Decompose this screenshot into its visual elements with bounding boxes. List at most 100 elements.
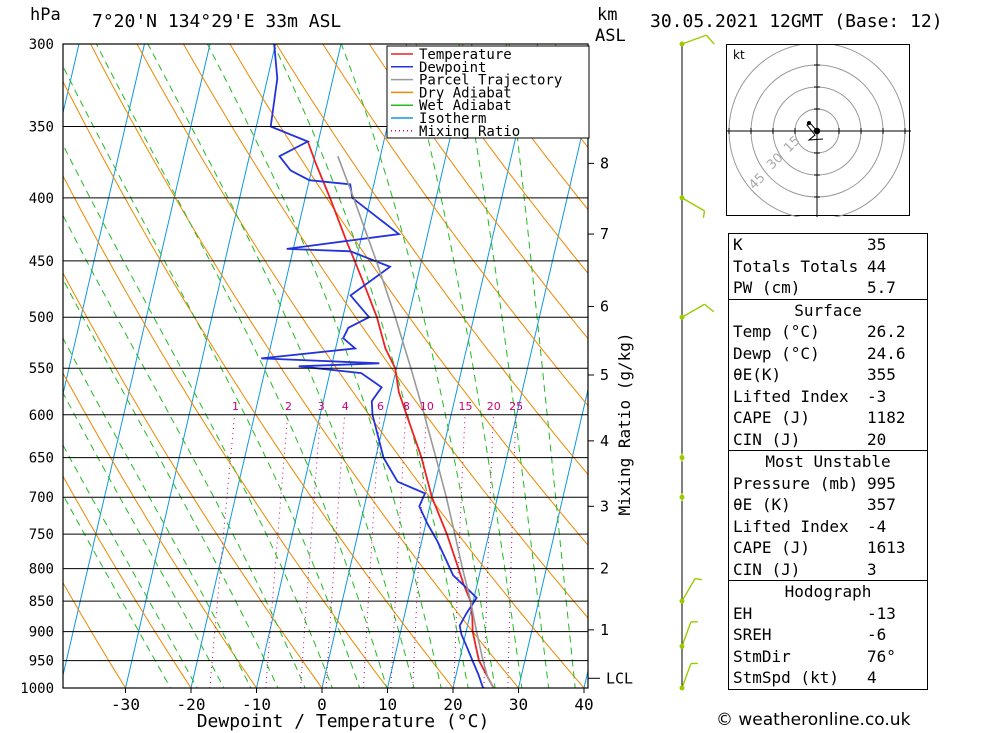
wet-adiabat-line [505, 44, 576, 688]
wet-adiabat-line [63, 444, 198, 688]
index-row: SREH -6 [729, 624, 927, 646]
profile-lines [261, 44, 495, 688]
mixing-ratio-label: 25 [509, 400, 523, 413]
temperature-tick-label: -30 [111, 695, 140, 714]
pressure-tick-label: 500 [29, 310, 54, 326]
most-unstable-section: Most Unstable Pressure (mb) 995 θE (K) 357 L… [729, 450, 927, 580]
pressure-tick-label: 300 [29, 37, 54, 53]
axes: 3003504004505005506006507007508008509009… [20, 37, 634, 732]
dry-adiabat-line [63, 475, 192, 688]
dry-adiabat-line [63, 80, 454, 688]
wet-adiabat-line [340, 44, 496, 688]
dry-adiabat-line [182, 44, 588, 619]
legend-entry: Wet Adiabat [419, 98, 512, 114]
legend-entry: Dewpoint [419, 60, 486, 76]
index-row: Lifted Index -3 [729, 386, 927, 408]
wet-adiabat-line [95, 44, 388, 688]
index-value: 76° [867, 646, 896, 666]
surface-section: Surface Temp (°C) 26.2 Dewp (°C) 24.6 θE(K) 3… [729, 298, 927, 451]
index-row: CAPE (J) 1182 [729, 407, 927, 429]
index-value: -6 [867, 625, 887, 644]
hodograph-heading: Hodograph [784, 582, 872, 601]
wet-adiabat-line [63, 392, 225, 688]
wet-adiabat-line [63, 278, 279, 688]
isotherm-line [190, 44, 342, 688]
indices-table: K 35 Totals Totals 44 PW (cm) 5.7 Surface Tem… [728, 233, 928, 690]
index-row: Dewp (°C) 24.6 [729, 343, 927, 365]
wet-adiabat-line [206, 44, 442, 688]
mixing-ratio-label: 15 [458, 400, 472, 413]
index-row: CAPE (J) 1613 [729, 537, 927, 559]
km-tick-label: 8 [600, 154, 609, 172]
temperature-tick-label: -20 [177, 695, 206, 714]
index-value: -3 [867, 386, 887, 406]
index-label: PW (cm) [733, 278, 801, 297]
indices-top-section: K 35 Totals Totals 44 PW (cm) 5.7 [729, 234, 927, 299]
wind-barb-staff [681, 303, 705, 318]
index-row: StmSpd (kt) 4 [729, 667, 927, 689]
hodograph-trace [806, 123, 824, 141]
index-label: Pressure (mb) [733, 473, 859, 493]
dry-adiabat-line [955, 26, 1000, 688]
legend-entry: Isotherm [419, 111, 486, 127]
pressure-tick-label: 800 [29, 562, 54, 578]
index-value: 44 [867, 256, 887, 276]
wind-barb-flag [694, 577, 703, 581]
pressure-tick-label: 600 [29, 408, 54, 424]
index-row: Pressure (mb) 995 [729, 473, 927, 495]
wind-profile [679, 34, 715, 691]
dry-adiabat-line [63, 271, 323, 688]
index-value: 35 [867, 235, 887, 254]
index-value: 355 [867, 365, 896, 384]
wet-adiabat-line [403, 44, 523, 688]
legend-entry: Mixing Ratio [419, 124, 520, 140]
pressure-tick-label: 750 [29, 527, 54, 543]
wind-barb-flag [702, 210, 706, 218]
pressure-tick-label: 850 [29, 594, 54, 610]
hodograph-unit-label: kt [733, 48, 745, 62]
index-value: 357 [867, 495, 896, 514]
dry-adiabat-line [63, 174, 388, 688]
isotherm-line [518, 387, 588, 688]
km-tick-label: 7 [600, 225, 609, 243]
mixing-ratio-line [265, 414, 289, 688]
index-value: 1613 [867, 538, 906, 557]
pressure-tick-label: 1000 [20, 681, 54, 697]
dry-adiabat-line [63, 581, 126, 688]
storm-motion-marker [813, 127, 821, 135]
credit-link[interactable]: © weatheronline.co.uk [716, 710, 911, 730]
legend-entry: Parcel Trajectory [419, 73, 562, 89]
wind-barb-flag [704, 303, 715, 313]
hodograph-ring-label: 30 [764, 151, 786, 173]
wind-barb-flag [705, 34, 715, 45]
km-tick-label: 3 [600, 497, 609, 515]
surface-heading: Surface [794, 300, 862, 320]
pressure-tick-label: 550 [29, 361, 54, 377]
mixing-ratio-label: 2 [285, 400, 292, 413]
index-row: PW (cm) 5.7 [729, 277, 927, 299]
index-row: θE (K) 357 [729, 494, 927, 516]
index-value: 4 [867, 668, 877, 687]
location-title: 7°20'N 134°29'E 33m ASL [92, 11, 342, 32]
pressure-tick-label: 450 [29, 254, 54, 270]
index-label: CIN (J) [733, 429, 801, 449]
pressure-tick-label: 950 [29, 654, 54, 670]
dewpoint-line [261, 44, 484, 688]
index-label: K [733, 235, 743, 254]
index-label: Dewp (°C) [733, 343, 820, 363]
km-tick-label: 4 [600, 432, 609, 450]
wind-barb-staff [681, 621, 692, 647]
index-label: θE(K) [733, 365, 782, 384]
index-value: 3 [867, 559, 877, 579]
dry-adiabat-line [414, 44, 588, 275]
temperature-tick-label: 30 [509, 695, 528, 714]
mixing-ratio-label: 6 [377, 400, 384, 413]
index-label: CAPE (J) [733, 408, 811, 427]
hodograph-section: Hodograph EH -13 SREH -6 StmDir 76° StmSpd (kt… [729, 580, 927, 689]
km-label: km [597, 5, 618, 25]
isotherm-line [63, 44, 145, 397]
pressure-tick-label: 650 [29, 451, 54, 467]
wet-adiabat-line [63, 214, 306, 688]
wind-barb-staff [681, 34, 707, 45]
hodograph-point [807, 121, 811, 125]
